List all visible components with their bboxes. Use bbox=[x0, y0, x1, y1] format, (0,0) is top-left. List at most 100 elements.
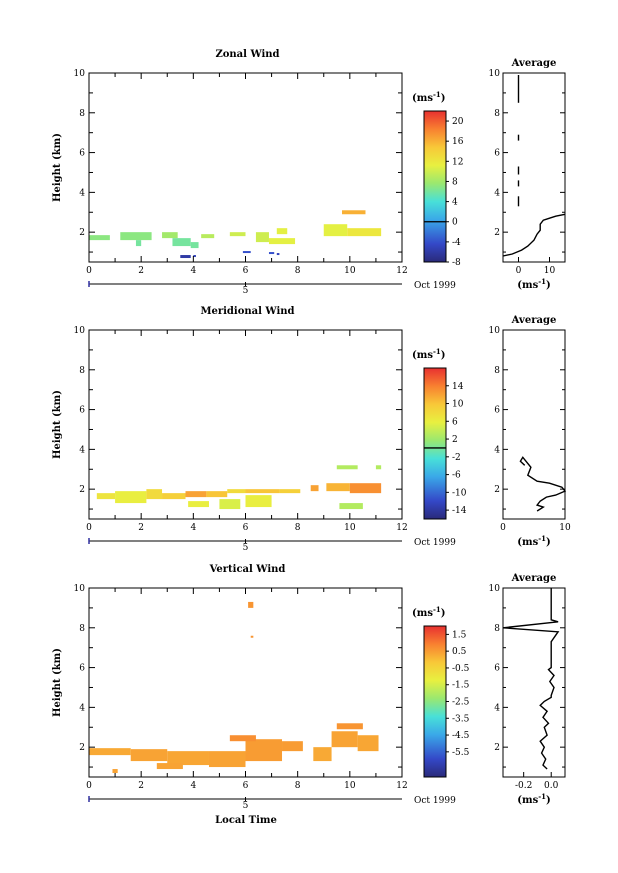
y-tick-label: 10 bbox=[74, 69, 86, 79]
x-tick-label: 12 bbox=[396, 781, 407, 791]
colorbar bbox=[423, 367, 447, 520]
x-tick-label: 2 bbox=[138, 266, 144, 276]
x-axis-title: Local Time bbox=[215, 815, 277, 826]
heatmap-cell bbox=[162, 493, 186, 500]
profile-line bbox=[502, 588, 560, 770]
profile-x-tick-label: 0.0 bbox=[544, 781, 559, 791]
profile-title: Average bbox=[511, 315, 557, 326]
x-tick-label: 10 bbox=[344, 781, 356, 791]
y-tick-label: 8 bbox=[79, 109, 85, 119]
profile-y-tick-label: 10 bbox=[489, 69, 501, 79]
profile-y-tick-label: 4 bbox=[494, 445, 500, 455]
profile-y-tick-label: 10 bbox=[489, 326, 501, 336]
profile-frame bbox=[502, 72, 566, 263]
y-axis-label: Height (km) bbox=[52, 390, 63, 459]
x-tick-label: 8 bbox=[295, 781, 301, 791]
y-tick-label: 6 bbox=[79, 406, 85, 416]
colorbar-tick-label: 2 bbox=[452, 435, 458, 445]
heatmap-cell bbox=[255, 232, 269, 243]
y-tick-label: 6 bbox=[79, 149, 85, 159]
heatmap-cell bbox=[112, 769, 118, 774]
y-tick-label: 4 bbox=[79, 445, 85, 455]
y-tick-label: 10 bbox=[74, 326, 86, 336]
colorbar-tick-label: -14 bbox=[452, 506, 467, 516]
heatmap-cell bbox=[250, 635, 254, 638]
colorbar bbox=[423, 110, 447, 263]
colorbar-tick-label: 0.5 bbox=[452, 647, 467, 657]
heatmap-cell bbox=[282, 741, 303, 752]
x-tick-label: 8 bbox=[295, 523, 301, 533]
colorbar-tick-label: -4.5 bbox=[452, 731, 470, 741]
heatmap-cell bbox=[242, 251, 251, 254]
profile-y-tick-label: 6 bbox=[494, 664, 500, 674]
x-tick-label: 10 bbox=[344, 266, 356, 276]
x-tick-label: 0 bbox=[86, 781, 92, 791]
colorbar-tick-label: 16 bbox=[452, 137, 464, 147]
colorbar-tick-label: 0 bbox=[452, 218, 458, 228]
colorbar-tick-label: 8 bbox=[452, 177, 458, 187]
colorbar-tick-label: 20 bbox=[452, 117, 464, 127]
heatmap-cell bbox=[310, 485, 319, 492]
profile-unit-label: (ms-1) bbox=[517, 534, 550, 549]
heatmap-cell bbox=[347, 228, 382, 237]
profile-line bbox=[502, 213, 566, 257]
heatmap-cell bbox=[185, 491, 207, 498]
date-label: Oct 1999 bbox=[414, 538, 456, 548]
heatmap-cell bbox=[156, 763, 183, 770]
panel-title: Zonal Wind bbox=[215, 49, 279, 60]
profile-y-tick-label: 10 bbox=[489, 584, 501, 594]
x-tick-label: 6 bbox=[243, 523, 249, 533]
heatmap-cell bbox=[245, 495, 272, 508]
heatmap-cell bbox=[349, 483, 382, 494]
heatmap-cell bbox=[276, 228, 288, 235]
y-tick-label: 4 bbox=[79, 703, 85, 713]
heatmap-cell bbox=[342, 210, 366, 215]
day-label: 5 bbox=[243, 286, 249, 296]
panel-1: Meridional Wind 2 4 6 8 10 0 2 4 6 8 10 12 Height (km… bbox=[52, 306, 571, 553]
colorbar-tick-label: -2.5 bbox=[452, 698, 470, 708]
heatmap-cell bbox=[313, 747, 332, 762]
profile-y-tick-label: 4 bbox=[494, 703, 500, 713]
profile-x-tick-label: 10 bbox=[544, 266, 556, 276]
colorbar bbox=[423, 625, 447, 778]
panel-2: Vertical Wind 2 4 6 8 10 0 2 4 6 8 10 12 Height (km) 5… bbox=[52, 564, 566, 811]
colorbar-tick-label: 6 bbox=[452, 417, 458, 427]
colorbar-tick-label: -8 bbox=[452, 258, 461, 268]
x-tick-label: 4 bbox=[190, 266, 196, 276]
y-axis-label: Height (km) bbox=[52, 648, 63, 717]
heatmap-cell bbox=[323, 224, 348, 237]
x-tick-label: 2 bbox=[138, 523, 144, 533]
colorbar-tick-label: -10 bbox=[452, 488, 467, 498]
profile-unit-label: (ms-1) bbox=[517, 792, 550, 807]
y-tick-label: 8 bbox=[79, 366, 85, 376]
y-tick-label: 10 bbox=[74, 584, 86, 594]
heatmap-cell bbox=[201, 234, 215, 239]
profile-y-tick-label: 8 bbox=[494, 109, 500, 119]
colorbar-tick-label: -1.5 bbox=[452, 681, 470, 691]
x-tick-label: 8 bbox=[295, 266, 301, 276]
heatmap-cell bbox=[268, 252, 275, 255]
heatmap-cell bbox=[339, 503, 363, 510]
y-tick-label: 2 bbox=[79, 228, 85, 238]
profile-line bbox=[519, 456, 567, 512]
heatmap-cell bbox=[208, 751, 246, 768]
colorbar-unit-label: (ms-1) bbox=[412, 605, 445, 620]
x-tick-label: 10 bbox=[344, 523, 356, 533]
heatmap-cell bbox=[206, 491, 228, 498]
y-tick-label: 2 bbox=[79, 743, 85, 753]
heatmap-cell bbox=[190, 242, 199, 249]
day-label: 5 bbox=[243, 543, 249, 553]
colorbar-tick-label: -5.5 bbox=[452, 748, 470, 758]
profile-x-tick-label: 0 bbox=[500, 523, 506, 533]
profile-unit-label: (ms-1) bbox=[517, 277, 550, 292]
heatmap-cell bbox=[227, 489, 246, 494]
x-tick-label: 4 bbox=[190, 523, 196, 533]
profile-y-tick-label: 6 bbox=[494, 149, 500, 159]
heatmap-cell bbox=[229, 735, 256, 742]
y-tick-label: 4 bbox=[79, 188, 85, 198]
heatmap-cell bbox=[279, 489, 301, 494]
heatmap-cell bbox=[245, 489, 280, 494]
profile-y-tick-label: 2 bbox=[494, 485, 500, 495]
x-tick-label: 0 bbox=[86, 523, 92, 533]
colorbar-unit-label: (ms-1) bbox=[412, 347, 445, 362]
